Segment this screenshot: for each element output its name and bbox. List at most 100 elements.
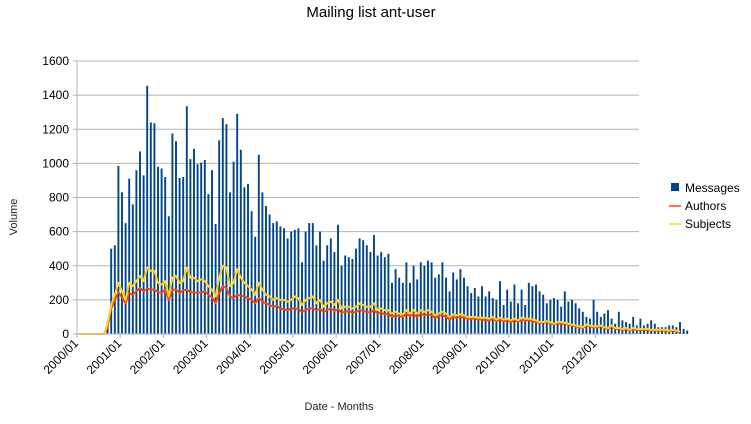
bar (311, 223, 314, 334)
bar (581, 311, 584, 334)
x-tick-label: 2003/01 (170, 336, 211, 377)
x-tick-label: 2007/01 (343, 336, 384, 377)
bar (401, 282, 404, 334)
bar (578, 308, 581, 334)
bar (290, 231, 293, 334)
bar (448, 291, 451, 334)
bar (275, 221, 278, 334)
messages-bars (106, 85, 689, 334)
bar (650, 320, 653, 334)
bar (257, 154, 260, 334)
bar (538, 291, 541, 334)
bar (153, 123, 156, 334)
bar (445, 277, 447, 334)
bar (437, 274, 440, 334)
bar (563, 291, 566, 334)
bar (477, 296, 480, 334)
bar (142, 175, 145, 334)
bar (560, 306, 563, 334)
x-tick-label: 2011/01 (516, 336, 556, 376)
bar (617, 311, 620, 334)
bar (193, 148, 195, 334)
bar (455, 279, 458, 334)
bar (128, 178, 131, 334)
bar (632, 316, 635, 334)
bar (254, 236, 257, 334)
bar (509, 301, 512, 334)
bar (149, 122, 152, 334)
bar (394, 269, 397, 334)
bar (362, 240, 365, 334)
bar (124, 223, 127, 334)
bar (473, 287, 476, 334)
bar (326, 245, 329, 334)
bar (272, 223, 275, 334)
bar (250, 211, 253, 334)
bar (355, 248, 357, 334)
series-line-subjects (78, 264, 681, 335)
bar (344, 255, 347, 334)
bar (452, 272, 455, 334)
bar (182, 177, 185, 334)
bar (592, 299, 595, 334)
bar (463, 277, 465, 334)
bar (481, 286, 483, 334)
bar (679, 322, 681, 334)
y-tick-label: 200 (49, 293, 69, 307)
bar (203, 159, 206, 334)
bar (157, 166, 159, 334)
bar (167, 216, 170, 334)
bar (164, 177, 167, 334)
bar (441, 262, 444, 334)
legend-label-authors: Authors (685, 199, 726, 213)
bar (621, 320, 624, 334)
x-axis-title: Date - Months (304, 401, 374, 413)
bar (135, 170, 138, 334)
legend-swatch-messages (671, 183, 679, 191)
bar (405, 262, 408, 334)
bar (333, 252, 336, 334)
bar (365, 245, 368, 334)
bar (686, 330, 689, 334)
bar (376, 255, 379, 334)
bar (319, 231, 321, 334)
bar (574, 303, 577, 334)
x-tick-label: 2001/01 (84, 336, 125, 377)
bar (200, 162, 203, 334)
y-axis-title: Volume (8, 199, 20, 236)
bar (340, 265, 343, 334)
bar (495, 299, 498, 334)
legend-label-subjects: Subjects (685, 217, 731, 231)
bar (211, 170, 213, 334)
bar (607, 310, 609, 334)
bar (416, 279, 419, 334)
bar (189, 159, 192, 334)
bar (110, 248, 113, 334)
bar (430, 262, 433, 334)
bar (556, 299, 559, 334)
bar (218, 140, 221, 334)
bar (520, 289, 523, 334)
y-tick-label: 1400 (42, 88, 69, 102)
bar (232, 161, 235, 334)
bar (265, 206, 267, 334)
x-tick-label: 2012/01 (559, 336, 600, 377)
bar (499, 281, 501, 334)
bar (391, 282, 393, 334)
bar (571, 299, 573, 334)
bar (279, 226, 282, 334)
bar (531, 286, 534, 334)
bar (596, 311, 599, 334)
bar (427, 260, 429, 334)
bar (329, 238, 332, 334)
bar (639, 318, 642, 334)
bar (549, 299, 552, 334)
bar (160, 168, 163, 334)
bar (221, 118, 224, 334)
bar (484, 296, 487, 334)
bar (185, 106, 188, 334)
bar (682, 328, 685, 334)
bar (225, 124, 228, 334)
x-tick-label: 2006/01 (300, 336, 341, 377)
bar (373, 235, 375, 334)
